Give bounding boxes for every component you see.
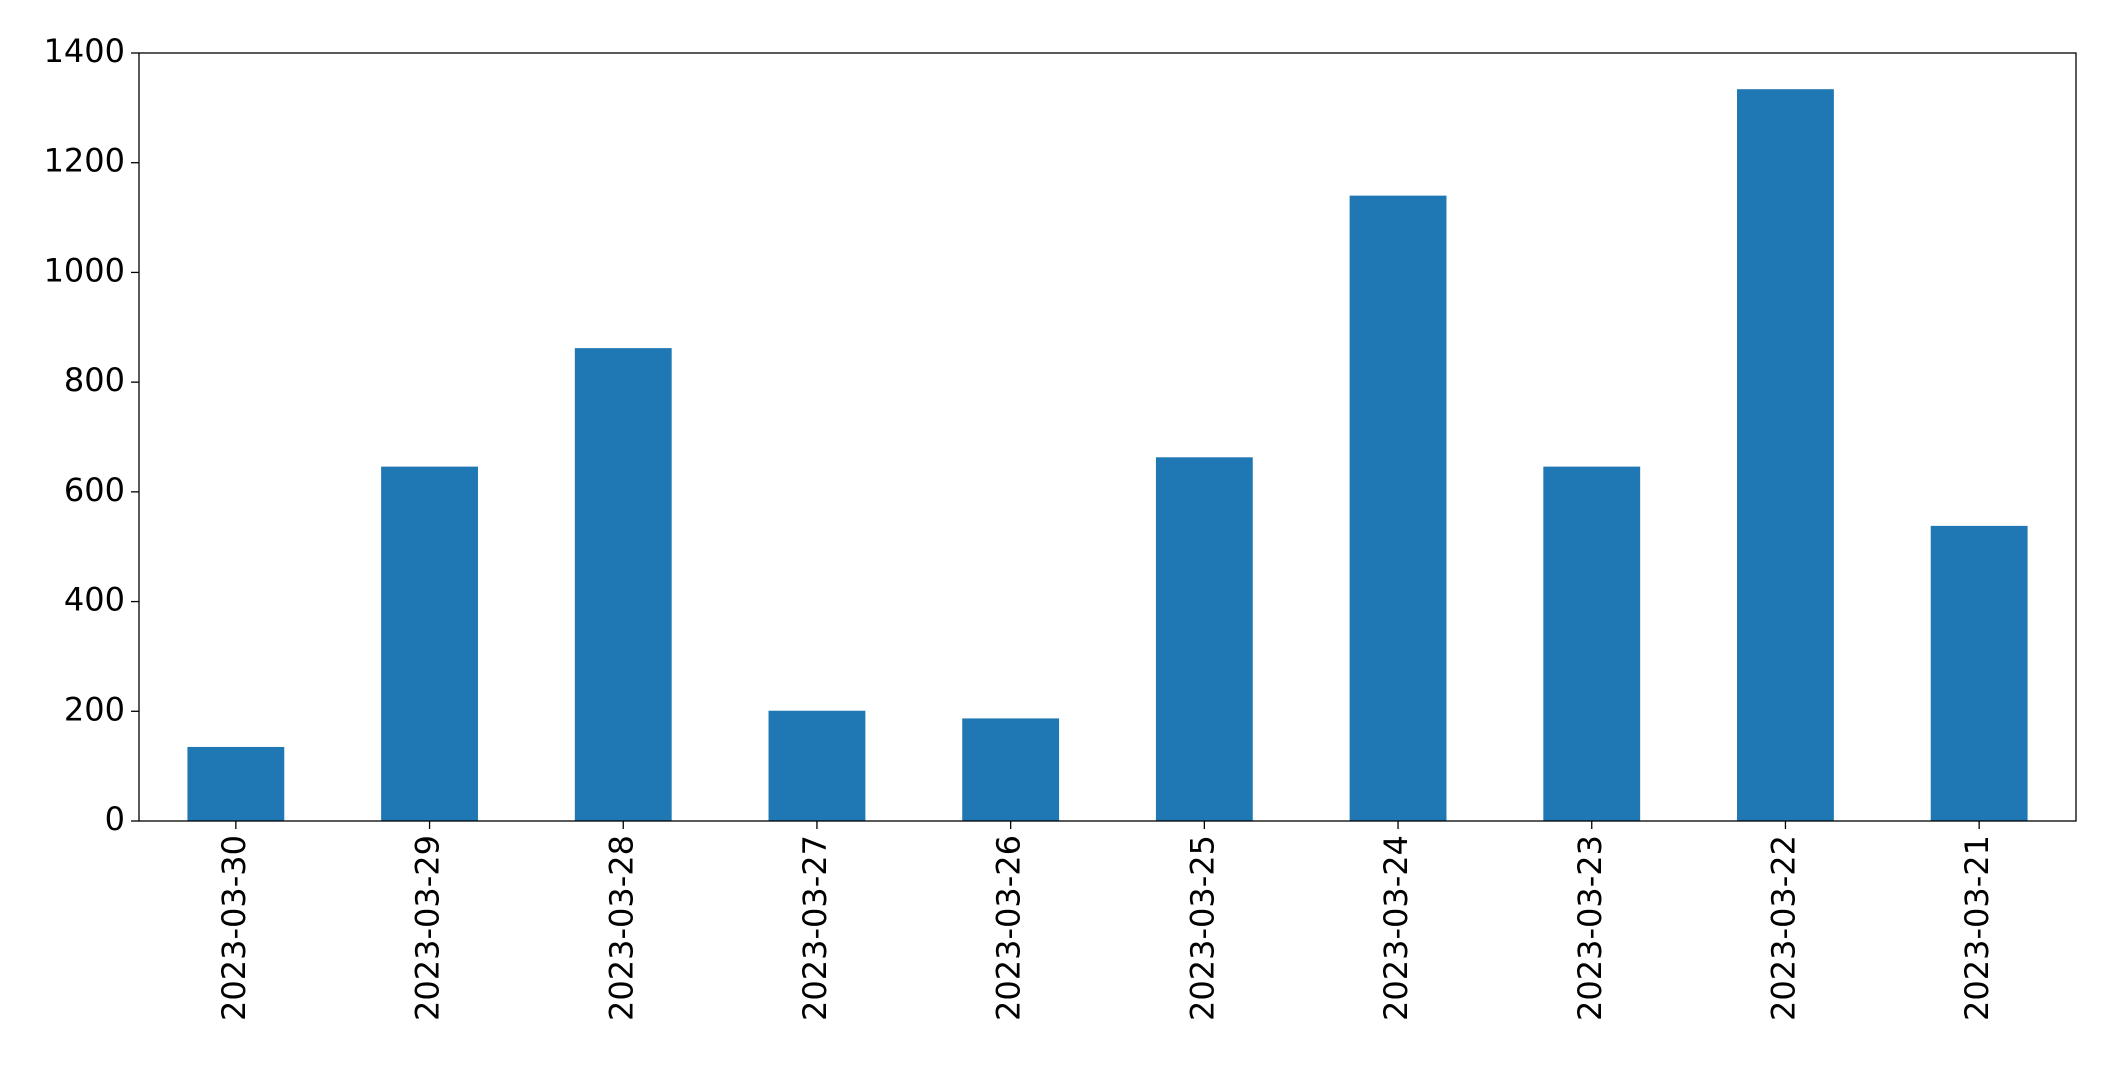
y-tick-label: 800	[64, 361, 125, 399]
x-tick-label: 2023-03-26	[990, 835, 1028, 1021]
bar	[381, 466, 478, 821]
bar	[1930, 525, 2028, 821]
y-tick-label: 1400	[44, 32, 125, 70]
y-tick-label: 200	[64, 690, 125, 728]
y-tick-label: 1200	[44, 142, 125, 180]
bar	[1737, 89, 1834, 822]
bar	[1349, 195, 1447, 822]
bar	[1543, 466, 1641, 821]
x-tick-label: 2023-03-25	[1183, 835, 1221, 1021]
y-tick-label: 1000	[44, 251, 125, 289]
bar	[962, 718, 1060, 821]
x-tick-label: 2023-03-22	[1764, 835, 1802, 1021]
x-tick-label: 2023-03-23	[1571, 835, 1609, 1021]
x-tick-label: 2023-03-30	[215, 835, 253, 1021]
x-tick-label: 2023-03-27	[796, 835, 834, 1021]
x-tick-label: 2023-03-28	[602, 835, 640, 1021]
bar	[768, 710, 866, 821]
y-tick-label: 600	[64, 471, 125, 509]
bar	[1155, 457, 1253, 821]
x-tick-label: 2023-03-24	[1377, 835, 1415, 1021]
plot-frame	[138, 52, 2077, 822]
x-tick-label: 2023-03-29	[409, 835, 447, 1021]
x-tick-label: 2023-03-21	[1958, 835, 1996, 1021]
bar	[187, 746, 285, 821]
y-tick-label: 400	[64, 581, 125, 619]
y-tick-label: 0	[105, 800, 125, 838]
bar	[574, 348, 672, 821]
